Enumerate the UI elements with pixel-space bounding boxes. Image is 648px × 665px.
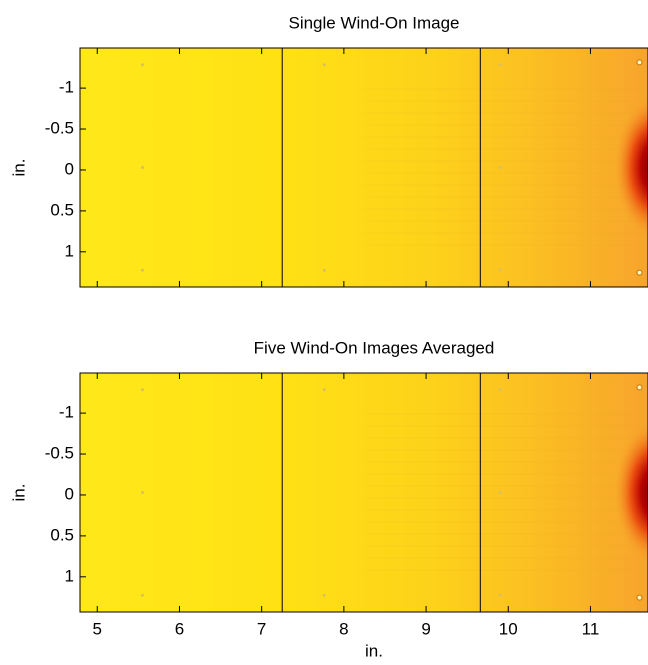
marker-dot [636, 269, 643, 276]
streak [364, 425, 648, 427]
marker-dot [322, 63, 326, 67]
marker-dot [498, 63, 502, 67]
streak [364, 220, 648, 222]
streak [364, 160, 648, 162]
marker-dot [498, 388, 502, 392]
y-tick-label: -0.5 [45, 119, 74, 138]
chart-title: Five Wind-On Images Averaged [254, 338, 495, 357]
streak [364, 172, 648, 174]
y-tick-label: -1 [59, 78, 74, 97]
y-tick-label: 0 [65, 484, 74, 503]
marker-dot [322, 268, 326, 272]
image-field [80, 48, 648, 287]
marker-dot [498, 166, 502, 169]
streak [364, 112, 648, 114]
streak [364, 485, 648, 487]
marker-dot [498, 268, 502, 272]
x-tick-label: 6 [175, 619, 184, 638]
streak [364, 244, 648, 246]
marker-dot [140, 593, 144, 597]
x-tick-label: 10 [499, 619, 518, 638]
streak [364, 569, 648, 571]
streak [364, 136, 648, 138]
marker-dot [140, 63, 144, 67]
streak [364, 545, 648, 547]
streak [364, 461, 648, 463]
marker-dot [636, 59, 643, 66]
image-field [80, 373, 648, 612]
streak [364, 473, 648, 475]
streak [364, 521, 648, 523]
marker-dot [636, 594, 643, 601]
marker-dot [636, 384, 643, 391]
marker-dot [140, 491, 144, 494]
y-axis-label: in. [9, 484, 28, 502]
marker-dot [322, 388, 326, 392]
x-tick-label: 8 [339, 619, 348, 638]
streak [364, 124, 648, 126]
streak [364, 148, 648, 150]
streak [364, 196, 648, 198]
hot-spot [614, 96, 648, 239]
marker-dot [140, 268, 144, 272]
streak [364, 557, 648, 559]
y-tick-label: 0.5 [50, 200, 74, 219]
x-axis-label: in. [365, 641, 383, 660]
streak [364, 88, 648, 90]
axes-box [79, 47, 648, 288]
x-tick-label: 7 [257, 619, 266, 638]
streak [364, 533, 648, 535]
y-tick-label: -1 [59, 403, 74, 422]
streak [364, 437, 648, 439]
marker-dot [498, 593, 502, 597]
x-tick-label: 5 [93, 619, 102, 638]
streak [364, 184, 648, 186]
marker-dot [140, 166, 144, 169]
y-tick-label: 1 [65, 241, 74, 260]
axes-box [79, 372, 648, 613]
streak [364, 208, 648, 210]
streak [364, 497, 648, 499]
y-axis-label: in. [9, 159, 28, 177]
streak [364, 413, 648, 415]
marker-dot [140, 388, 144, 392]
streak [364, 449, 648, 451]
x-tick-label: 9 [421, 619, 430, 638]
y-tick-label: 0.5 [50, 525, 74, 544]
marker-dot [322, 593, 326, 597]
y-tick-label: -0.5 [45, 444, 74, 463]
hot-spot [614, 421, 648, 564]
streak [364, 509, 648, 511]
y-tick-label: 0 [65, 159, 74, 178]
streak [364, 100, 648, 102]
streak [364, 232, 648, 234]
y-tick-label: 1 [65, 566, 74, 585]
marker-dot [498, 491, 502, 494]
x-tick-label: 11 [582, 619, 600, 638]
chart-title: Single Wind-On Image [288, 13, 459, 32]
